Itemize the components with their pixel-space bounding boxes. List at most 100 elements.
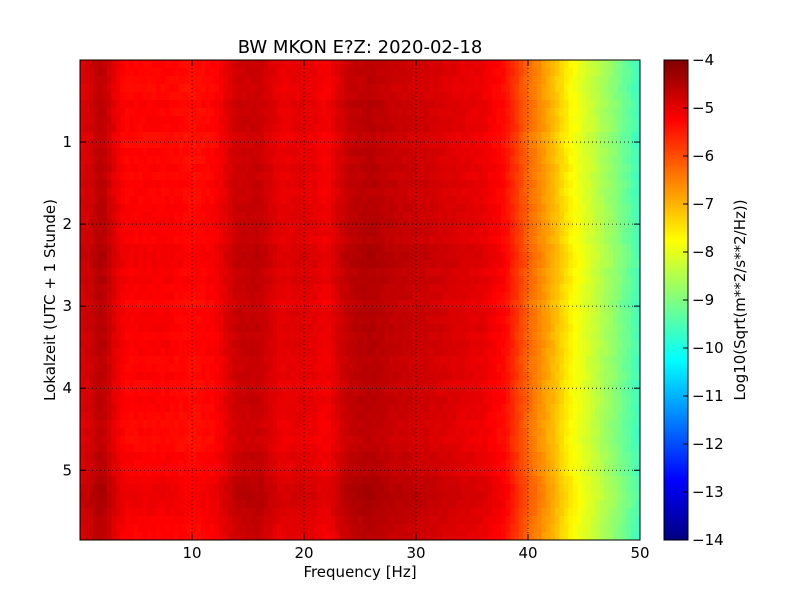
- heatmap-cell: [523, 68, 529, 77]
- heatmap-cell: [111, 92, 117, 101]
- heatmap-cell: [523, 284, 529, 293]
- heatmap-cell: [545, 332, 551, 341]
- heatmap-cell: [398, 84, 404, 93]
- heatmap-cell: [559, 196, 565, 205]
- heatmap-cell: [622, 124, 628, 133]
- heatmap-cell: [519, 60, 525, 69]
- heatmap-cell: [344, 252, 350, 261]
- heatmap-cell: [501, 372, 507, 381]
- heatmap-cell: [241, 188, 247, 197]
- heatmap-cell: [281, 156, 287, 165]
- heatmap-cell: [424, 60, 431, 69]
- heatmap-cell: [286, 292, 292, 301]
- heatmap-cell: [93, 68, 99, 77]
- heatmap-cell: [187, 372, 193, 381]
- heatmap-cell: [174, 108, 180, 117]
- heatmap-cell: [460, 284, 466, 293]
- heatmap-cell: [97, 244, 103, 253]
- heatmap-cell: [115, 348, 121, 357]
- heatmap-cell: [424, 220, 431, 229]
- heatmap-cell: [218, 92, 224, 101]
- heatmap-cell: [519, 180, 525, 189]
- heatmap-cell: [510, 308, 516, 317]
- heatmap-cell: [339, 268, 345, 277]
- heatmap-cell: [308, 340, 314, 349]
- heatmap-cell: [595, 356, 601, 365]
- heatmap-cell: [389, 84, 395, 93]
- heatmap-cell: [424, 172, 431, 181]
- heatmap-cell: [523, 172, 529, 181]
- heatmap-cell: [263, 196, 269, 205]
- heatmap-cell: [281, 188, 287, 197]
- heatmap-cell: [272, 156, 278, 165]
- heatmap-cell: [393, 124, 399, 133]
- heatmap-cell: [631, 308, 637, 317]
- heatmap-cell: [626, 116, 632, 125]
- heatmap-cell: [339, 324, 345, 333]
- heatmap-cell: [389, 172, 395, 181]
- heatmap-cell: [393, 132, 399, 141]
- heatmap-cell: [545, 348, 551, 357]
- heatmap-cell: [160, 124, 166, 133]
- heatmap-cell: [532, 332, 538, 341]
- heatmap-cell: [375, 68, 381, 77]
- heatmap-cell: [295, 188, 301, 197]
- heatmap-cell: [268, 204, 274, 213]
- heatmap-cell: [299, 364, 305, 373]
- heatmap-cell: [617, 244, 623, 253]
- heatmap-cell: [124, 292, 130, 301]
- heatmap-cell: [205, 316, 211, 325]
- heatmap-cell: [393, 316, 399, 325]
- heatmap-cell: [424, 236, 431, 245]
- heatmap-cell: [169, 188, 175, 197]
- heatmap-cell: [295, 332, 301, 341]
- heatmap-cell: [631, 132, 637, 141]
- heatmap-cell: [250, 132, 256, 141]
- heatmap-cell: [232, 196, 238, 205]
- heatmap-cell: [384, 108, 390, 117]
- heatmap-cell: [299, 284, 305, 293]
- heatmap-cell: [335, 228, 341, 237]
- heatmap-cell: [142, 92, 148, 101]
- heatmap-cell: [187, 140, 193, 149]
- heatmap-cell: [353, 172, 359, 181]
- heatmap-cell: [541, 324, 547, 333]
- heatmap-cell: [142, 364, 148, 373]
- heatmap-cell: [438, 68, 444, 77]
- heatmap-cell: [420, 284, 426, 293]
- heatmap-cell: [389, 244, 395, 253]
- heatmap-cell: [102, 276, 108, 285]
- heatmap-cell: [344, 188, 350, 197]
- heatmap-cell: [424, 92, 431, 101]
- heatmap-cell: [536, 116, 543, 125]
- heatmap-cell: [192, 340, 198, 349]
- heatmap-cell: [429, 124, 435, 133]
- heatmap-cell: [124, 60, 130, 69]
- heatmap-cell: [335, 156, 341, 165]
- heatmap-cell: [407, 292, 413, 301]
- heatmap-cell: [147, 292, 153, 301]
- heatmap-cell: [183, 196, 189, 205]
- heatmap-cell: [474, 84, 480, 93]
- heatmap-cell: [218, 68, 224, 77]
- heatmap-cell: [586, 196, 592, 205]
- heatmap-cell: [456, 364, 462, 373]
- heatmap-cell: [510, 324, 516, 333]
- heatmap-cell: [622, 92, 628, 101]
- heatmap-cell: [451, 124, 457, 133]
- heatmap-cell: [581, 340, 587, 349]
- heatmap-cell: [286, 100, 292, 109]
- heatmap-cell: [236, 140, 242, 149]
- heatmap-cell: [523, 324, 529, 333]
- heatmap-cell: [299, 228, 305, 237]
- heatmap-cell: [304, 164, 310, 173]
- heatmap-cell: [196, 84, 202, 93]
- heatmap-cell: [196, 68, 202, 77]
- heatmap-cell: [375, 364, 381, 373]
- heatmap-cell: [626, 332, 632, 341]
- heatmap-cell: [330, 116, 336, 125]
- heatmap-cell: [487, 76, 493, 85]
- heatmap-cell: [312, 300, 319, 309]
- heatmap-cell: [183, 316, 189, 325]
- heatmap-cell: [429, 60, 435, 69]
